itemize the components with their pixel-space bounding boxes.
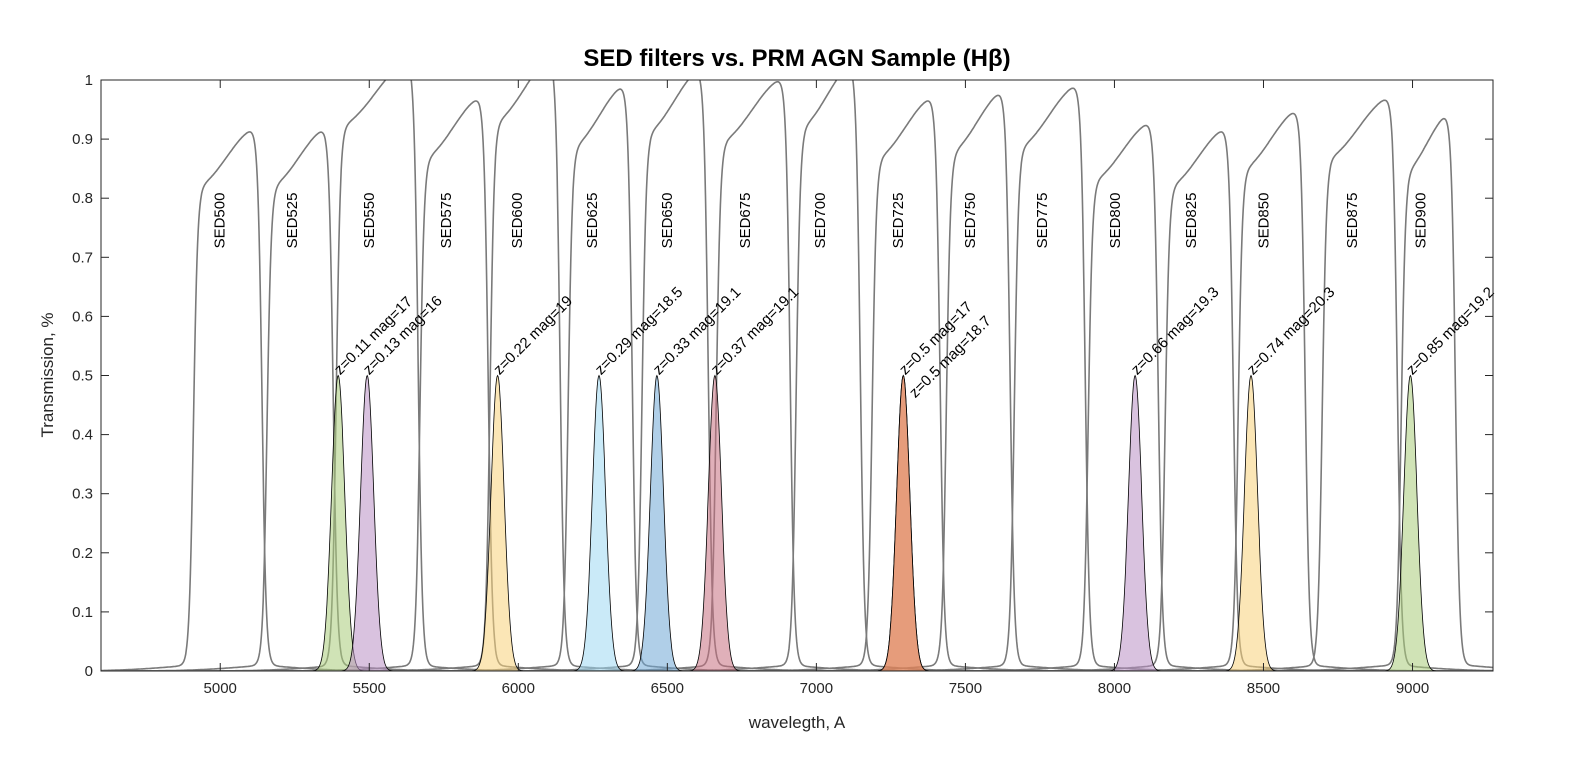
filter-label: SED550 <box>361 193 378 249</box>
filter-label: SED675 <box>737 193 754 249</box>
filter-curve-sed525 <box>101 131 1493 671</box>
object-line-profile <box>572 374 626 671</box>
y-tick-label: 0.8 <box>72 190 93 207</box>
object-line-profile <box>1224 374 1278 671</box>
filter-label: SED850 <box>1256 193 1273 249</box>
y-tick-label: 0.2 <box>72 545 93 562</box>
filter-label: SED875 <box>1344 193 1361 249</box>
x-tick-label: 6500 <box>651 680 684 697</box>
filter-curve-sed800 <box>101 124 1493 671</box>
filter-label: SED775 <box>1034 193 1051 249</box>
plot-area: SED500 SED525 SED550 SED575 SED600 SED625 SED6… <box>72 72 1498 697</box>
filter-label: SED500 <box>212 193 229 249</box>
filter-curve-sed500 <box>101 131 1493 671</box>
y-axis-label: Transmission, % <box>38 312 57 437</box>
y-tick-label: 0.9 <box>72 131 93 148</box>
filter-label: SED725 <box>890 193 907 249</box>
filter-curve-sed825 <box>101 131 1493 671</box>
y-tick-label: 1 <box>85 72 93 89</box>
object-line-profile <box>876 374 931 671</box>
x-tick-label: 9000 <box>1396 680 1429 697</box>
x-tick-label: 8500 <box>1247 680 1280 697</box>
y-tick-label: 0.7 <box>72 249 93 266</box>
filter-curve-sed850 <box>101 112 1493 671</box>
y-tick-label: 0.5 <box>72 368 93 385</box>
filter-label: SED800 <box>1107 193 1124 249</box>
filter-curve-sed700 <box>101 80 1493 671</box>
object-annotation: z=0.85 mag=19.2 <box>1403 284 1498 379</box>
filter-label: SED650 <box>659 193 676 249</box>
y-tick-label: 0.4 <box>72 427 93 444</box>
y-tick-label: 0 <box>85 663 93 680</box>
x-axis-label: wavelegth, A <box>748 713 846 732</box>
object-line-profile <box>1108 374 1162 671</box>
filter-label: SED700 <box>812 193 829 249</box>
filter-label: SED575 <box>438 193 455 249</box>
y-tick-label: 0.1 <box>72 604 93 621</box>
filter-label: SED625 <box>584 193 601 249</box>
object-annotation: z=0.66 mag=19.3 <box>1128 284 1223 379</box>
y-tick-label: 0.6 <box>72 308 93 325</box>
object-line-profile <box>630 374 684 671</box>
object-line-profile <box>688 374 742 671</box>
x-tick-label: 8000 <box>1098 680 1131 697</box>
filter-label: SED900 <box>1412 193 1429 249</box>
filter-curve-sed900 <box>101 117 1493 671</box>
x-tick-label: 5500 <box>353 680 386 697</box>
object-line-profile <box>470 374 525 671</box>
filter-label: SED525 <box>284 193 301 249</box>
object-line-profile <box>1383 374 1438 671</box>
object-line-profile <box>340 374 394 671</box>
chart-title: SED filters vs. PRM AGN Sample (Hβ) <box>583 45 1010 72</box>
filter-curve-sed675 <box>101 81 1493 671</box>
filter-label: SED600 <box>509 193 526 249</box>
y-tick-label: 0.3 <box>72 486 93 503</box>
plot-series <box>101 80 1493 671</box>
filter-label: SED750 <box>962 193 979 249</box>
object-annotation: z=0.22 mag=19 <box>490 293 576 379</box>
filter-curve-sed725 <box>101 100 1493 671</box>
x-tick-label: 5000 <box>204 680 237 697</box>
x-tick-label: 6000 <box>502 680 535 697</box>
x-tick-label: 7500 <box>949 680 982 697</box>
x-tick-label: 7000 <box>800 680 833 697</box>
filter-label: SED825 <box>1183 193 1200 249</box>
